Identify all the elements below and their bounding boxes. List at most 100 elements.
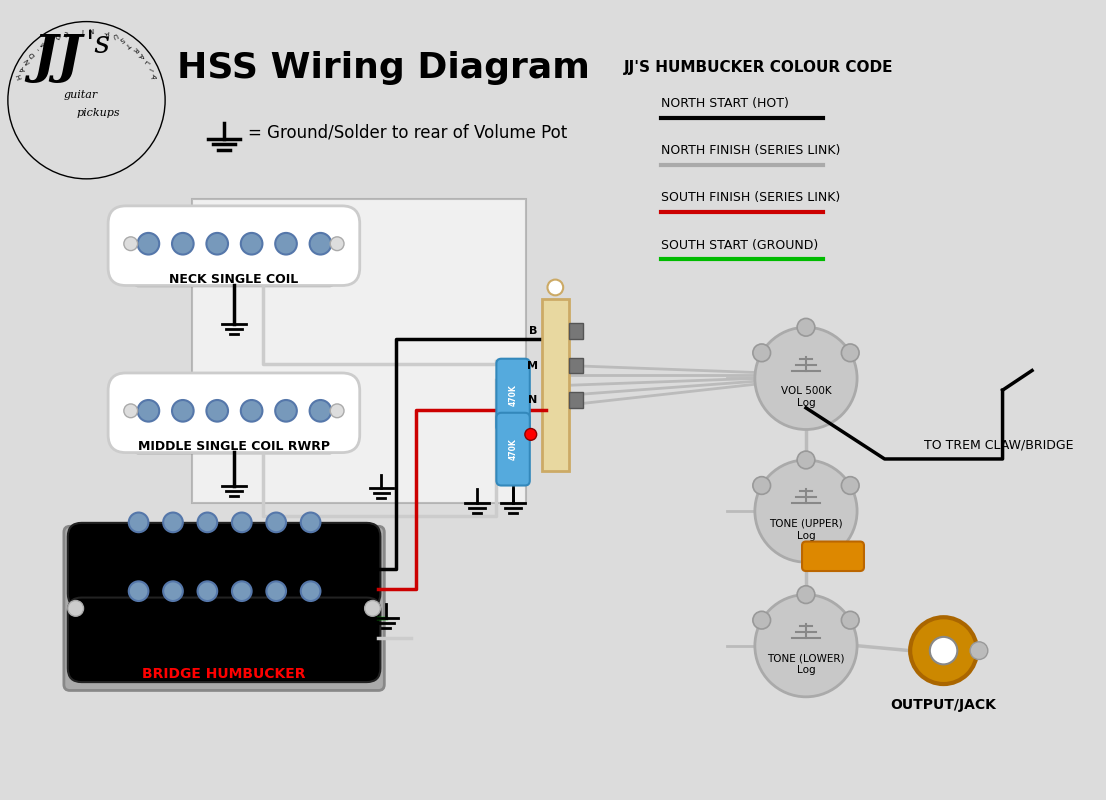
Text: A: A xyxy=(48,35,54,42)
Text: BRIDGE HUMBUCKER: BRIDGE HUMBUCKER xyxy=(143,667,306,681)
Circle shape xyxy=(128,582,148,601)
Text: A: A xyxy=(104,29,109,36)
Circle shape xyxy=(207,233,228,254)
Text: N: N xyxy=(87,26,93,33)
Text: A: A xyxy=(20,65,27,72)
Text: VOL 500K
Log: VOL 500K Log xyxy=(781,386,832,408)
Circle shape xyxy=(910,618,977,684)
FancyBboxPatch shape xyxy=(67,598,380,682)
Text: NORTH START (HOT): NORTH START (HOT) xyxy=(660,97,789,110)
Circle shape xyxy=(267,582,286,601)
Circle shape xyxy=(842,611,859,629)
Circle shape xyxy=(547,279,563,295)
Circle shape xyxy=(173,400,194,422)
Text: B: B xyxy=(530,326,538,336)
Text: E: E xyxy=(63,29,70,36)
Circle shape xyxy=(797,586,815,603)
Text: L: L xyxy=(142,58,149,65)
FancyBboxPatch shape xyxy=(134,426,334,454)
Text: TO TREM CLAW/BRIDGE: TO TREM CLAW/BRIDGE xyxy=(924,438,1074,451)
Circle shape xyxy=(164,513,182,532)
Circle shape xyxy=(755,460,857,562)
Circle shape xyxy=(198,513,217,532)
Text: NORTH FINISH (SERIES LINK): NORTH FINISH (SERIES LINK) xyxy=(660,144,839,158)
Text: M: M xyxy=(526,361,538,370)
Text: D: D xyxy=(55,31,62,39)
Circle shape xyxy=(207,400,228,422)
Circle shape xyxy=(310,400,331,422)
Text: H: H xyxy=(17,73,23,79)
Text: A: A xyxy=(149,73,157,79)
FancyBboxPatch shape xyxy=(497,358,530,431)
Circle shape xyxy=(301,513,321,532)
Text: S: S xyxy=(118,35,125,42)
Circle shape xyxy=(267,513,286,532)
Circle shape xyxy=(241,400,262,422)
FancyBboxPatch shape xyxy=(497,413,530,486)
Bar xyxy=(542,299,570,471)
Circle shape xyxy=(241,233,262,254)
Circle shape xyxy=(331,237,344,250)
Text: R: R xyxy=(132,45,139,53)
FancyBboxPatch shape xyxy=(134,259,334,286)
Text: HSS Wiring Diagram: HSS Wiring Diagram xyxy=(177,50,589,85)
Circle shape xyxy=(232,513,252,532)
Text: guitar: guitar xyxy=(63,90,97,100)
Circle shape xyxy=(753,344,771,362)
Text: TONE (LOWER)
Log: TONE (LOWER) Log xyxy=(768,654,845,675)
Text: pickups: pickups xyxy=(76,108,121,118)
Text: N: N xyxy=(23,58,31,65)
Circle shape xyxy=(137,400,159,422)
Circle shape xyxy=(275,233,296,254)
Text: SOUTH START (GROUND): SOUTH START (GROUND) xyxy=(660,238,817,251)
Circle shape xyxy=(275,400,296,422)
Circle shape xyxy=(198,582,217,601)
Circle shape xyxy=(797,451,815,469)
Text: M: M xyxy=(40,39,49,48)
Text: MIDDLE SINGLE COIL RWRP: MIDDLE SINGLE COIL RWRP xyxy=(138,440,330,454)
Bar xyxy=(570,392,583,408)
Text: D: D xyxy=(29,50,36,58)
Bar xyxy=(570,358,583,374)
FancyBboxPatch shape xyxy=(108,206,359,286)
Text: I: I xyxy=(147,66,153,70)
Text: 470K: 470K xyxy=(509,438,518,460)
Text: JJ: JJ xyxy=(32,33,82,83)
Text: U: U xyxy=(111,31,118,39)
Circle shape xyxy=(310,233,331,254)
Circle shape xyxy=(331,404,344,418)
FancyBboxPatch shape xyxy=(64,526,384,690)
Circle shape xyxy=(930,637,958,664)
Text: T: T xyxy=(125,40,133,47)
Text: N: N xyxy=(529,395,538,405)
Circle shape xyxy=(67,601,84,616)
Text: -: - xyxy=(35,46,41,52)
Circle shape xyxy=(970,642,988,659)
Circle shape xyxy=(128,513,148,532)
Text: SOUTH FINISH (SERIES LINK): SOUTH FINISH (SERIES LINK) xyxy=(660,191,839,205)
Circle shape xyxy=(842,344,859,362)
Text: OUTPUT/JACK: OUTPUT/JACK xyxy=(890,698,997,712)
FancyBboxPatch shape xyxy=(67,523,380,607)
Text: 's: 's xyxy=(86,29,111,60)
Circle shape xyxy=(797,318,815,336)
Circle shape xyxy=(842,477,859,494)
Text: I: I xyxy=(81,26,84,33)
Circle shape xyxy=(755,594,857,697)
Text: NECK SINGLE COIL: NECK SINGLE COIL xyxy=(169,274,299,286)
Circle shape xyxy=(753,477,771,494)
Circle shape xyxy=(525,429,536,440)
Text: = Ground/Solder to rear of Volume Pot: = Ground/Solder to rear of Volume Pot xyxy=(248,124,567,142)
Circle shape xyxy=(365,601,380,616)
Bar xyxy=(191,198,525,503)
Text: JJ'S HUMBUCKER COLOUR CODE: JJ'S HUMBUCKER COLOUR CODE xyxy=(624,60,894,75)
Circle shape xyxy=(137,233,159,254)
Circle shape xyxy=(232,582,252,601)
Text: 470K: 470K xyxy=(509,384,518,406)
Circle shape xyxy=(124,404,137,418)
FancyBboxPatch shape xyxy=(802,542,864,571)
Circle shape xyxy=(124,237,137,250)
Circle shape xyxy=(301,582,321,601)
Circle shape xyxy=(755,327,857,430)
Text: TONE (UPPER)
Log: TONE (UPPER) Log xyxy=(769,519,843,541)
